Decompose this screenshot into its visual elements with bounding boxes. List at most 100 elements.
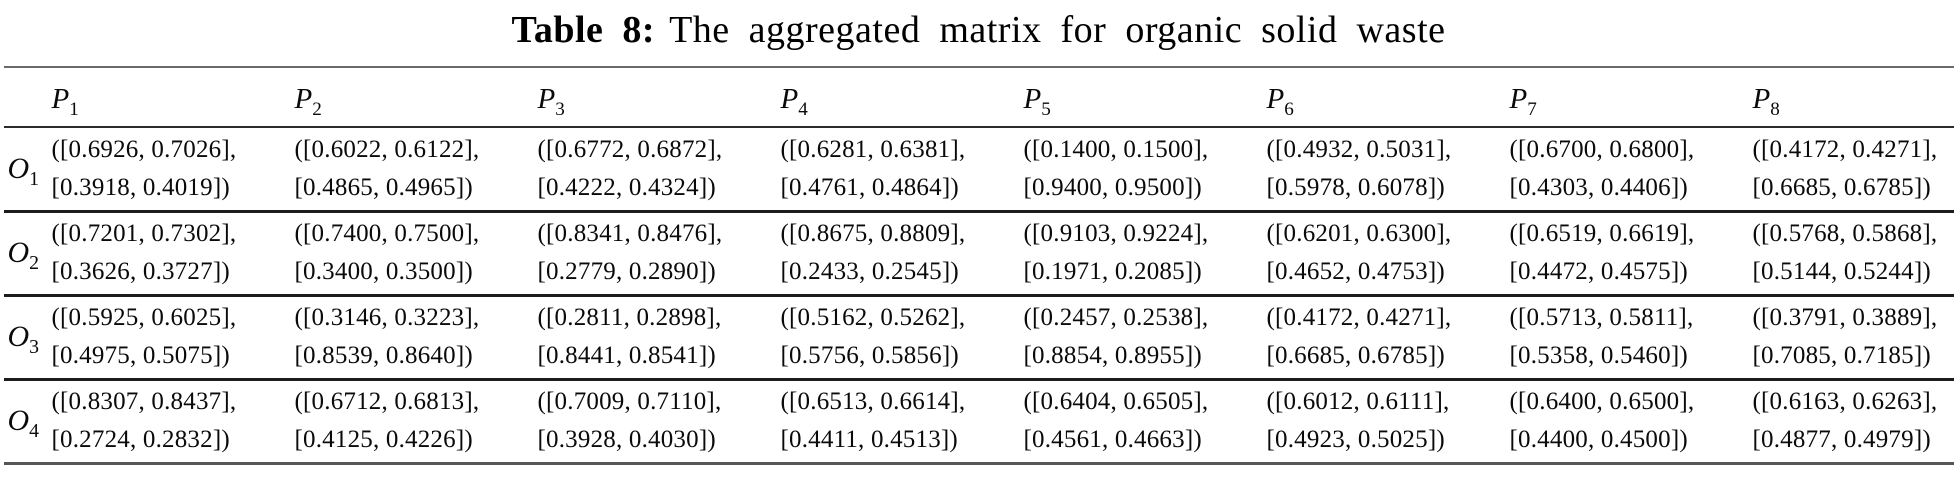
interval-upper-line: ([0.5925, 0.6025],	[51, 304, 237, 331]
interval-upper-line: ([0.5768, 0.5868],	[1752, 220, 1938, 247]
interval-lower-line: [0.4923, 0.5025])	[1266, 426, 1445, 453]
interval-upper-line: ([0.8307, 0.8437],	[51, 388, 237, 415]
math-symbol: P	[1266, 83, 1285, 115]
table-row-O3: O3 ([0.5925, 0.6025], [0.4975, 0.5075]) ([0…	[3, 295, 1954, 379]
matrix-cell: ([0.6281, 0.6381], [0.4761, 0.4864])	[779, 127, 1022, 211]
interval-upper-line: ([0.6400, 0.6500],	[1509, 388, 1695, 415]
interval-upper-line: ([0.6519, 0.6619],	[1509, 220, 1695, 247]
interval-upper-line: ([0.8341, 0.8476],	[537, 220, 723, 247]
interval-lower-line: [0.8441, 0.8541])	[537, 342, 716, 369]
math-symbol: O	[7, 236, 30, 269]
interval-upper-line: ([0.6700, 0.6800],	[1509, 135, 1695, 163]
interval-lower-line: [0.4400, 0.4500])	[1509, 426, 1688, 453]
matrix-cell: ([0.6519, 0.6619], [0.4472, 0.4575])	[1508, 211, 1751, 295]
interval-upper-line: ([0.2457, 0.2538],	[1023, 304, 1209, 331]
col-header-P7: P7	[1508, 67, 1751, 127]
math-subscript: 2	[29, 252, 40, 274]
matrix-cell: ([0.6163, 0.6263], [0.4877, 0.4979])	[1751, 379, 1954, 463]
interval-lower-line: [0.2779, 0.2890])	[537, 258, 716, 285]
math-symbol: O	[7, 404, 30, 437]
row-label-O1: O1	[4, 127, 50, 211]
matrix-cell: ([0.8307, 0.8437], [0.2724, 0.2832])	[50, 379, 293, 463]
col-header-P5: P5	[1022, 67, 1265, 127]
interval-upper-line: ([0.3791, 0.3889],	[1752, 304, 1938, 331]
interval-lower-line: [0.4761, 0.4864])	[780, 173, 959, 201]
interval-upper-line: ([0.6712, 0.6813],	[294, 388, 480, 415]
matrix-cell: ([0.7400, 0.7500], [0.3400, 0.3500])	[293, 211, 536, 295]
matrix-cell: ([0.4172, 0.4271], [0.6685, 0.6785])	[1265, 295, 1508, 379]
matrix-cell: ([0.6926, 0.7026], [0.3918, 0.4019])	[50, 127, 293, 211]
interval-lower-line: [0.6685, 0.6785])	[1266, 342, 1445, 369]
matrix-cell: ([0.5162, 0.5262], [0.5756, 0.5856])	[779, 295, 1022, 379]
interval-upper-line: ([0.4932, 0.5031],	[1266, 135, 1452, 163]
interval-upper-line: ([0.6163, 0.6263],	[1752, 388, 1938, 415]
interval-lower-line: [0.5978, 0.6078])	[1266, 173, 1445, 201]
matrix-cell: ([0.6772, 0.6872], [0.4222, 0.4324])	[536, 127, 779, 211]
matrix-cell: ([0.7009, 0.7110], [0.3928, 0.4030])	[536, 379, 779, 463]
matrix-cell: ([0.5925, 0.6025], [0.4975, 0.5075])	[50, 295, 293, 379]
matrix-cell: ([0.3146, 0.3223], [0.8539, 0.8640])	[293, 295, 536, 379]
math-symbol: P	[780, 83, 799, 115]
interval-upper-line: ([0.5713, 0.5811],	[1509, 304, 1694, 331]
table-row-O1: O1 ([0.6926, 0.7026], [0.3918, 0.4019]) ([0…	[3, 127, 1954, 211]
interval-upper-line: ([0.1400, 0.1500],	[1023, 135, 1209, 163]
col-header-P8: P8	[1751, 67, 1954, 127]
interval-lower-line: [0.4865, 0.4965])	[294, 173, 473, 201]
interval-upper-line: ([0.5162, 0.5262],	[780, 304, 966, 331]
math-symbol: P	[1023, 83, 1042, 115]
math-symbol: P	[537, 83, 556, 115]
interval-lower-line: [0.4652, 0.4753])	[1266, 258, 1445, 285]
matrix-cell: ([0.5713, 0.5811], [0.5358, 0.5460])	[1508, 295, 1751, 379]
matrix-cell: ([0.1400, 0.1500], [0.9400, 0.9500])	[1022, 127, 1265, 211]
interval-upper-line: ([0.6281, 0.6381],	[780, 135, 966, 163]
math-subscript: 6	[1284, 98, 1294, 120]
math-subscript: 5	[1041, 98, 1051, 120]
table-caption: Table 8: The aggregated matrix for organi…	[0, 0, 1957, 58]
interval-lower-line: [0.4125, 0.4226])	[294, 426, 473, 453]
interval-upper-line: ([0.7400, 0.7500],	[294, 220, 480, 247]
interval-lower-line: [0.5144, 0.5244])	[1752, 258, 1931, 285]
matrix-cell: ([0.6022, 0.6122], [0.4865, 0.4965])	[293, 127, 536, 211]
matrix-cell: ([0.6012, 0.6111], [0.4923, 0.5025])	[1265, 379, 1508, 463]
math-subscript: 4	[29, 420, 40, 442]
interval-upper-line: ([0.7009, 0.7110],	[537, 388, 722, 415]
matrix-cell: ([0.7201, 0.7302], [0.3626, 0.3727])	[50, 211, 293, 295]
row-label-O3: O3	[4, 295, 50, 379]
interval-upper-line: ([0.3146, 0.3223],	[294, 304, 480, 331]
interval-lower-line: [0.2724, 0.2832])	[51, 426, 230, 453]
aggregated-matrix-table: P1 P2 P3 P4 P5 P6 P7 P8 O1 ([0.6926, 0.7026], [0.…	[3, 66, 1954, 465]
matrix-cell: ([0.6700, 0.6800], [0.4303, 0.4406])	[1508, 127, 1751, 211]
matrix-cell: ([0.4932, 0.5031], [0.5978, 0.6078])	[1265, 127, 1508, 211]
interval-upper-line: ([0.6022, 0.6122],	[294, 135, 480, 163]
interval-lower-line: [0.4877, 0.4979])	[1752, 426, 1931, 453]
matrix-cell: ([0.4172, 0.4271], [0.6685, 0.6785])	[1751, 127, 1954, 211]
matrix-cell: ([0.8341, 0.8476], [0.2779, 0.2890])	[536, 211, 779, 295]
table-caption-text: The aggregated matrix for organic solid …	[669, 9, 1446, 51]
row-label-O4: O4	[4, 379, 50, 463]
interval-lower-line: [0.8539, 0.8640])	[294, 342, 473, 369]
interval-lower-line: [0.4561, 0.4663])	[1023, 426, 1202, 453]
interval-upper-line: ([0.4172, 0.4271],	[1752, 135, 1938, 163]
col-header-P3: P3	[536, 67, 779, 127]
col-header-P4: P4	[779, 67, 1022, 127]
interval-lower-line: [0.3626, 0.3727])	[51, 258, 230, 285]
interval-lower-line: [0.4222, 0.4324])	[537, 173, 716, 201]
interval-upper-line: ([0.9103, 0.9224],	[1023, 220, 1209, 247]
col-header-P1: P1	[50, 67, 293, 127]
math-subscript: 4	[798, 98, 808, 120]
math-symbol: O	[7, 320, 30, 353]
table-number: Table 8:	[511, 9, 656, 51]
matrix-cell: ([0.2457, 0.2538], [0.8854, 0.8955])	[1022, 295, 1265, 379]
corner-cell	[4, 67, 50, 127]
math-symbol: P	[51, 83, 70, 115]
matrix-cell: ([0.6404, 0.6505], [0.4561, 0.4663])	[1022, 379, 1265, 463]
math-subscript: 1	[69, 98, 79, 120]
col-header-P6: P6	[1265, 67, 1508, 127]
interval-upper-line: ([0.4172, 0.4271],	[1266, 304, 1452, 331]
interval-upper-line: ([0.6404, 0.6505],	[1023, 388, 1209, 415]
matrix-cell: ([0.5768, 0.5868], [0.5144, 0.5244])	[1751, 211, 1954, 295]
interval-lower-line: [0.5358, 0.5460])	[1509, 342, 1688, 369]
interval-lower-line: [0.7085, 0.7185])	[1752, 342, 1931, 369]
matrix-cell: ([0.6201, 0.6300], [0.4652, 0.4753])	[1265, 211, 1508, 295]
